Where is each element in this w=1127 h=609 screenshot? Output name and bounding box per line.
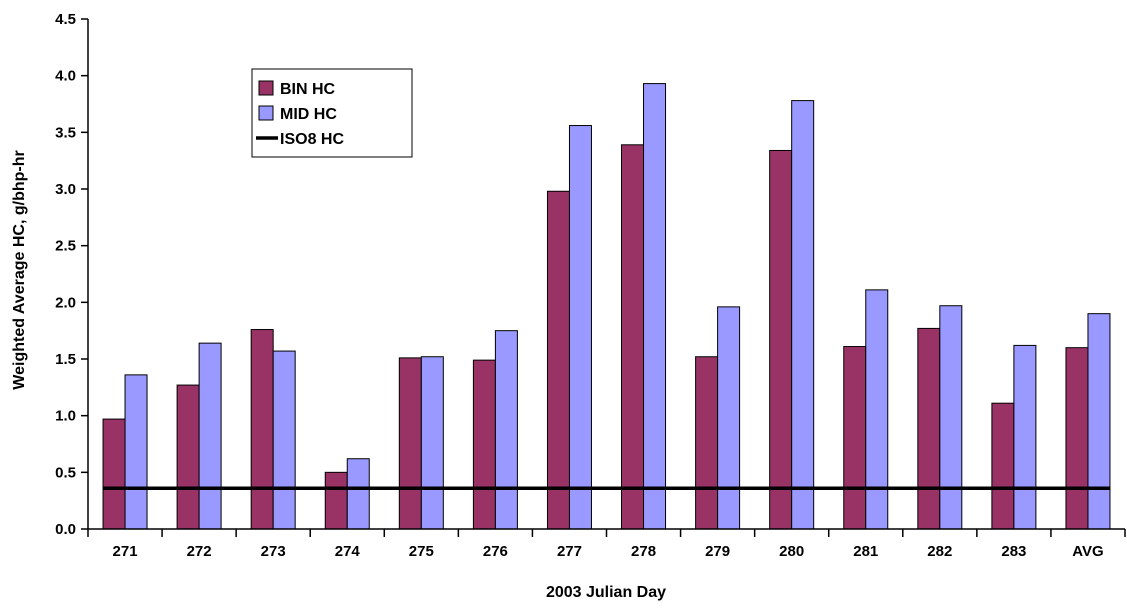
axes-layer: 0.0 0.5 1.0 1.5 2.0 2.5 3.0 3.5 4.0 4.5 271 272 273 2… — [55, 11, 1126, 560]
bar-mid-hc-273 — [272, 350, 296, 530]
x-tick-label-275: 275 — [409, 543, 434, 560]
bar-bin-hc-272 — [176, 384, 200, 530]
x-tick-label-281: 281 — [853, 543, 878, 560]
x-tick-label-273: 273 — [261, 543, 286, 560]
x-tick-label-278: 278 — [631, 543, 656, 560]
y-tick-label-3.5: 3.5 — [55, 124, 76, 141]
y-tick-label-0.5: 0.5 — [55, 464, 76, 481]
y-tick-label-2.0: 2.0 — [55, 294, 76, 311]
bar-bin-hc-283 — [991, 402, 1015, 530]
bar-bin-hc-281 — [843, 346, 867, 530]
bar-mid-hc-278 — [643, 83, 667, 530]
x-tick-label-274: 274 — [335, 543, 361, 560]
bar-mid-hc-avg — [1087, 313, 1111, 530]
bar-bin-hc-282 — [917, 327, 941, 530]
x-tick-label-271: 271 — [113, 543, 138, 560]
y-tick-label-4.5: 4.5 — [55, 11, 76, 28]
x-tick-label-272: 272 — [187, 543, 212, 560]
bar-bin-hc-277 — [546, 190, 570, 530]
bar-mid-hc-280 — [791, 100, 815, 530]
bar-mid-hc-274 — [346, 458, 370, 530]
x-tick-label-avg: AVG — [1072, 543, 1103, 560]
y-axis-title: Weighted Average HC, g/bhp-hr — [11, 150, 28, 389]
bar-bin-hc-avg — [1065, 347, 1089, 530]
bar-bin-hc-275 — [398, 357, 422, 530]
bar-mid-hc-282 — [939, 305, 963, 530]
bar-mid-hc-283 — [1013, 344, 1037, 530]
bar-mid-hc-277 — [568, 125, 592, 530]
bar-bin-hc-280 — [769, 149, 793, 530]
bar-bin-hc-273 — [250, 329, 274, 530]
x-tick-label-283: 283 — [1001, 543, 1026, 560]
bar-mid-hc-276 — [494, 330, 518, 530]
legend-label-bin-hc: BIN HC — [280, 81, 336, 98]
bar-mid-hc-272 — [198, 342, 222, 530]
bar-mid-hc-271 — [124, 374, 148, 530]
legend-label-mid-hc: MID HC — [280, 106, 337, 123]
y-tick-label-1.5: 1.5 — [55, 351, 76, 368]
bar-bin-hc-279 — [695, 356, 719, 530]
legend-label-iso8-hc: ISO8 HC — [280, 131, 344, 148]
legend-swatch-mid-hc — [258, 105, 274, 121]
x-tick-label-282: 282 — [927, 543, 952, 560]
x-tick-label-279: 279 — [705, 543, 730, 560]
bar-bin-hc-271 — [102, 418, 126, 530]
legend-swatch-bin-hc — [258, 80, 274, 96]
y-tick-label-0.0: 0.0 — [55, 521, 76, 538]
x-tick-label-280: 280 — [779, 543, 804, 560]
bar-bin-hc-274 — [324, 471, 348, 530]
legend: BIN HC MID HC ISO8 HC — [251, 68, 413, 158]
bars-layer — [102, 83, 1111, 530]
legend-box — [251, 68, 413, 158]
y-tick-label-1.0: 1.0 — [55, 408, 76, 425]
bar-mid-hc-281 — [865, 289, 889, 530]
bar-bin-hc-276 — [472, 359, 496, 530]
x-tick-label-276: 276 — [483, 543, 508, 560]
y-tick-label-2.5: 2.5 — [55, 238, 76, 255]
bar-mid-hc-275 — [420, 356, 444, 530]
y-tick-label-4.0: 4.0 — [55, 68, 76, 85]
x-tick-label-277: 277 — [557, 543, 582, 560]
x-axis-title: 2003 Julian Day — [546, 584, 666, 601]
y-tick-label-3.0: 3.0 — [55, 181, 76, 198]
bar-bin-hc-278 — [621, 144, 645, 530]
bar-mid-hc-279 — [717, 306, 741, 530]
